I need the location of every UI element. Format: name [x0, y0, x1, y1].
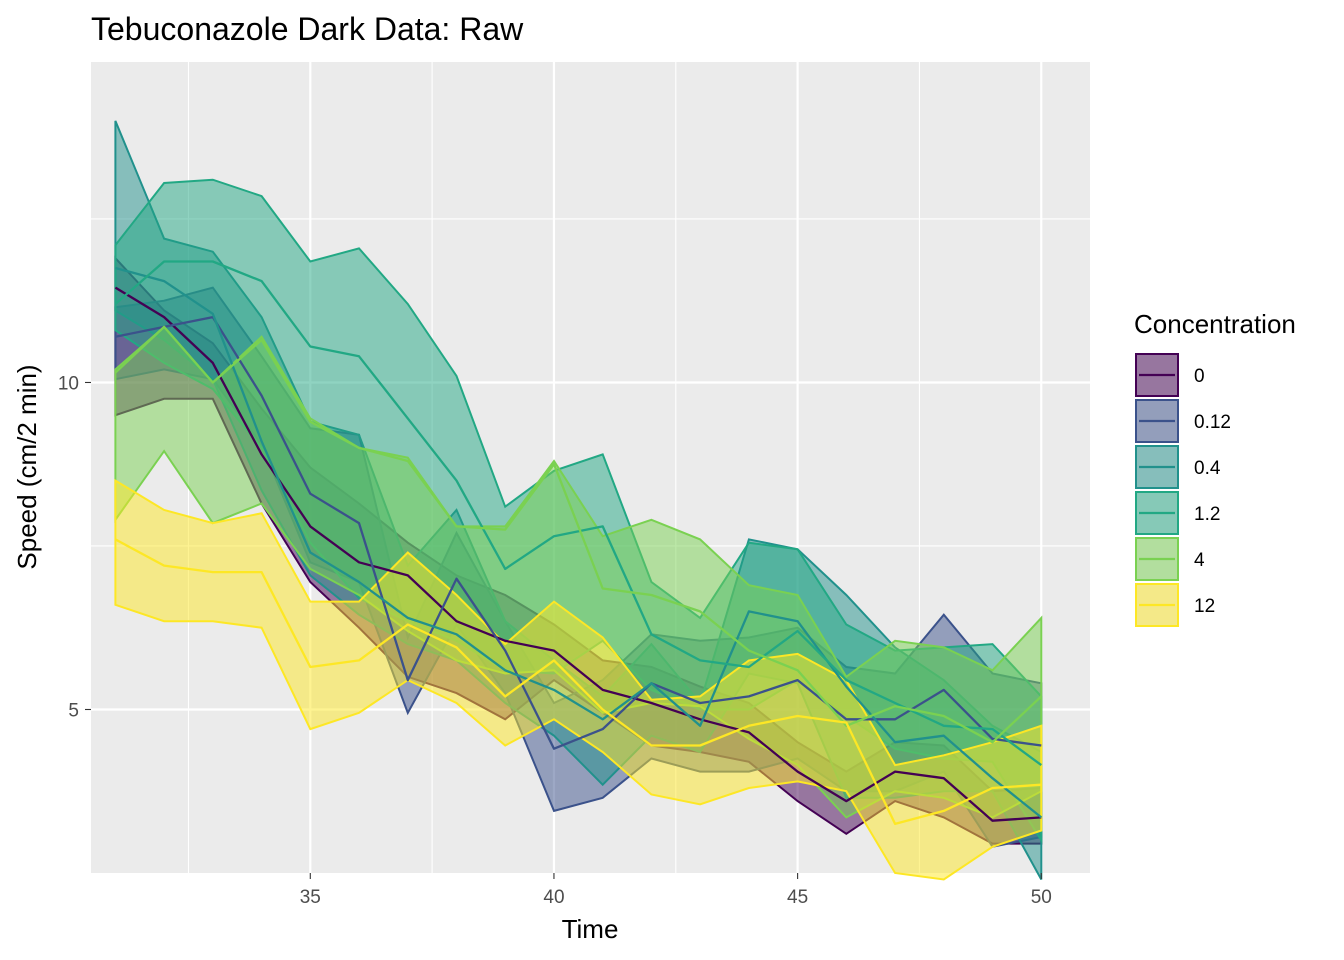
series-lines	[114, 260, 1043, 826]
legend-title: Concentration	[1134, 309, 1296, 339]
y-tick-label: 5	[68, 700, 79, 721]
line-0.4	[115, 266, 1043, 819]
legend-label: 12	[1194, 596, 1215, 617]
legend-label: 0.4	[1194, 458, 1221, 479]
x-tick-label: 50	[1031, 887, 1052, 908]
line-0	[114, 286, 1042, 822]
y-axis: 5 10	[58, 373, 91, 721]
y-axis-label: Speed (cm/2 min)	[12, 364, 42, 569]
line-4	[114, 325, 1043, 744]
x-axis: 35 40 45 50	[300, 873, 1052, 908]
legend-label: 0.12	[1194, 412, 1231, 433]
x-tick-label: 45	[787, 887, 808, 908]
chart-title: Tebuconazole Dark Data: Raw	[91, 11, 524, 47]
legend-item-0: 0	[1135, 353, 1205, 397]
legend-item-0.12: 0.12	[1135, 399, 1231, 443]
line-1.2	[114, 260, 1042, 767]
line-0.12	[115, 315, 1042, 750]
legend-item-12: 12	[1135, 583, 1215, 627]
legend: Concentration 0 0.12 0.4 1.2 4 12	[1134, 309, 1296, 627]
line-12	[114, 538, 1042, 826]
x-axis-label: Time	[562, 914, 619, 944]
legend-item-4: 4	[1135, 537, 1205, 581]
legend-item-1.2: 1.2	[1135, 491, 1220, 535]
legend-label: 1.2	[1194, 504, 1220, 525]
legend-items: 0 0.12 0.4 1.2 4 12	[1135, 353, 1231, 627]
x-tick-label: 35	[300, 887, 321, 908]
legend-label: 4	[1194, 550, 1205, 571]
y-tick-label: 10	[58, 373, 79, 394]
legend-label: 0	[1194, 366, 1205, 387]
x-tick-label: 40	[543, 887, 564, 908]
legend-item-0.4: 0.4	[1135, 445, 1221, 489]
